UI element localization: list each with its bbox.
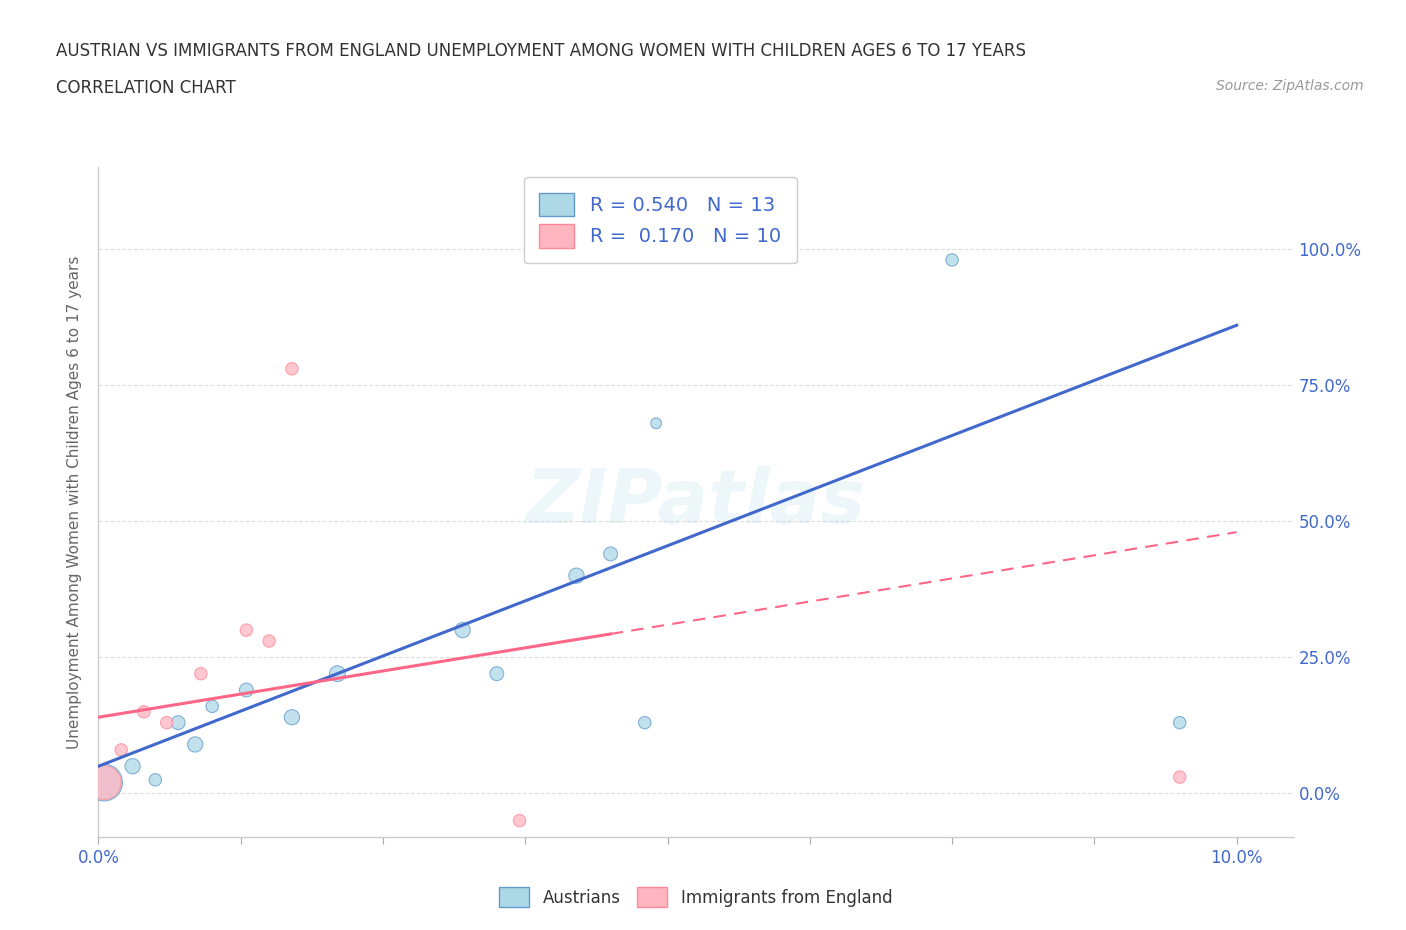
Point (235, 683, 257, 698)
Point (235, 623, 257, 638)
Point (190, 666, 212, 681)
Point (93, 775, 115, 790)
Point (326, 666, 349, 681)
Point (121, 759, 143, 774)
Point (201, 699, 224, 714)
Point (509, 813, 531, 828)
Point (143, 773, 166, 788)
Point (645, 416, 668, 431)
Y-axis label: Unemployment Among Women with Children Ages 6 to 17 years: Unemployment Among Women with Children A… (67, 256, 83, 749)
Point (167, 715, 190, 730)
Point (451, 623, 474, 638)
Legend: Austrians, Immigrants from England: Austrians, Immigrants from England (491, 879, 901, 916)
Point (184, 737, 207, 751)
Point (132, 704, 155, 719)
Point (281, 710, 304, 724)
Text: CORRELATION CHART: CORRELATION CHART (56, 79, 236, 97)
Point (156, 715, 179, 730)
Point (1168, 715, 1191, 730)
Text: ZIPatlas: ZIPatlas (526, 466, 866, 538)
Point (599, 547, 621, 562)
Point (1168, 770, 1191, 785)
Point (281, 362, 304, 377)
Point (634, 715, 657, 730)
Point (93, 775, 115, 790)
Point (110, 742, 132, 757)
Text: Source: ZipAtlas.com: Source: ZipAtlas.com (1216, 79, 1364, 93)
Point (485, 666, 508, 681)
Point (565, 568, 588, 583)
Text: AUSTRIAN VS IMMIGRANTS FROM ENGLAND UNEMPLOYMENT AMONG WOMEN WITH CHILDREN AGES : AUSTRIAN VS IMMIGRANTS FROM ENGLAND UNEM… (56, 42, 1026, 60)
Point (257, 633, 280, 648)
Point (941, 253, 963, 268)
